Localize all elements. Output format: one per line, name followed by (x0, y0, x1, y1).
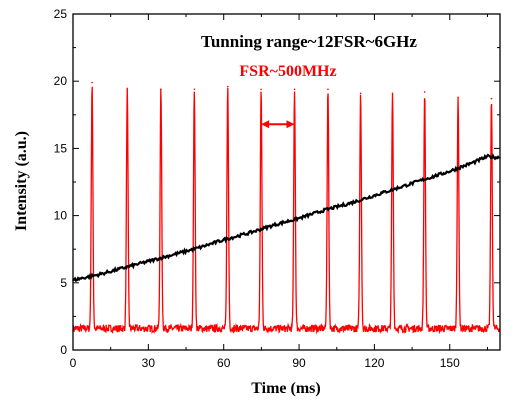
peak-point (226, 85, 229, 88)
peak-point (359, 92, 362, 95)
ramp-point (448, 170, 451, 173)
fsr-arrow (261, 120, 295, 129)
ramp-point (474, 161, 476, 163)
ramp-point (248, 232, 250, 234)
peak-point (327, 88, 329, 91)
ramp-point (97, 273, 99, 276)
y-axis-title: Intensity (a.u.) (13, 131, 30, 231)
peak-point (391, 92, 394, 95)
ramp-point (197, 247, 200, 249)
ramp-point (222, 238, 225, 241)
fsr-arrow-head-left (261, 120, 270, 129)
red-peaks-series (72, 86, 501, 335)
series-layer (72, 81, 501, 335)
x-tick-label: 120 (364, 356, 384, 370)
y-tick-label: 25 (54, 7, 68, 21)
ramp-point (486, 155, 489, 158)
fsr-annotation: FSR~500MHz (239, 63, 336, 80)
x-tick-label: 60 (217, 356, 231, 370)
ramp-point (273, 224, 275, 226)
ramp-point (147, 260, 150, 263)
ramp-point (172, 253, 175, 256)
x-tick-label: 150 (440, 356, 460, 370)
x-tick-label: 30 (142, 356, 156, 370)
tuning-range-annotation: Tunning range~12FSR~6GHz (201, 32, 417, 51)
x-tick-label: 90 (292, 356, 306, 370)
x-tick-label: 0 (70, 356, 77, 370)
ticks-layer: 0 30 60 90 120 150 0 5 10 15 20 25 (54, 7, 500, 370)
ramp-point (348, 202, 351, 205)
y-tick-label: 0 (60, 343, 67, 357)
peak-point (457, 96, 459, 99)
peak-point (260, 88, 262, 91)
black-ramp-series (72, 153, 500, 283)
ramp-point (423, 178, 426, 181)
y-tick-label: 5 (60, 276, 67, 290)
ramp-point (298, 217, 300, 220)
peak-point (193, 88, 196, 91)
y-tick-label: 15 (54, 141, 68, 155)
ramp-point (398, 186, 401, 189)
peak-point (423, 91, 426, 93)
fsr-arrow-head-right (286, 120, 295, 129)
y-tick-label: 10 (54, 209, 68, 223)
x-axis-title: Time (ms) (251, 380, 320, 397)
ramp-point (122, 267, 125, 269)
peak-point (160, 88, 162, 91)
peak-point (490, 97, 493, 100)
y-tick-label: 20 (54, 74, 68, 88)
ramp-point (373, 194, 376, 197)
peak-point (293, 88, 296, 91)
ramp-point (323, 209, 325, 212)
peak-point (91, 81, 93, 84)
peak-point (126, 89, 129, 92)
